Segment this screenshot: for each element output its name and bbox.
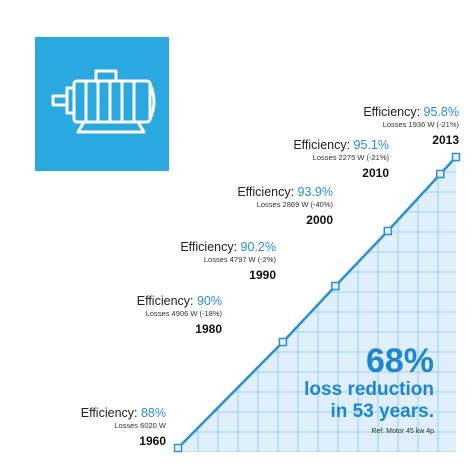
efficiency-label: Efficiency: (180, 240, 240, 254)
efficiency-label: Efficiency: (137, 294, 197, 308)
marker-1960 (173, 443, 183, 453)
losses-text: Losses 4797 W (-2%) (204, 255, 277, 264)
efficiency-label: Efficiency: (293, 138, 353, 152)
efficiency-text: Efficiency: 90% (137, 294, 222, 308)
efficiency-text: Efficiency: 95.1% (293, 138, 389, 152)
point-label-2000: Efficiency: 93.9%Losses 2869 W (-40%) 200… (237, 185, 333, 227)
efficiency-text: Efficiency: 93.9% (237, 185, 333, 199)
efficiency-label: Efficiency: (363, 105, 423, 119)
year-label: 2000 (306, 213, 333, 227)
highlight-line1: loss reduction (304, 379, 434, 400)
losses-text: Losses 2869 W (-40%) (257, 200, 334, 209)
losses-text: Losses 2275 W (-21%) (313, 153, 390, 162)
marker-1980 (278, 337, 288, 347)
efficiency-label: Efficiency: (237, 185, 297, 199)
marker-2013 (451, 152, 461, 162)
efficiency-text: Efficiency: 95.8% (363, 105, 459, 119)
electric-motor-icon (35, 37, 169, 171)
efficiency-value: 93.9% (298, 185, 333, 199)
losses-text: Losses 6020 W (114, 421, 167, 430)
losses-text: Losses 4906 W (-18%) (146, 309, 223, 318)
efficiency-value: 88% (141, 406, 166, 420)
point-label-1990: Efficiency: 90.2%Losses 4797 W (-2%) 1990 (180, 240, 276, 282)
point-label-1960: Efficiency: 88%Losses 6020 W 1960 (81, 406, 167, 448)
efficiency-text: Efficiency: 90.2% (180, 240, 276, 254)
marker-2000 (383, 226, 393, 236)
year-label: 1980 (195, 322, 222, 336)
year-label: 2013 (432, 133, 459, 147)
efficiency-value: 90.2% (241, 240, 276, 254)
year-label: 1990 (249, 268, 276, 282)
year-label: 2010 (362, 166, 389, 180)
losses-text: Losses 1936 W (-21%) (383, 120, 460, 129)
efficiency-text: Efficiency: 88% (81, 406, 166, 420)
efficiency-label: Efficiency: (81, 406, 141, 420)
point-label-1980: Efficiency: 90%Losses 4906 W (-18%) 1980 (137, 294, 223, 336)
point-labels: Efficiency: 88%Losses 6020 W1960Efficien… (81, 105, 460, 448)
point-label-2010: Efficiency: 95.1%Losses 2275 W (-21%) 201… (293, 138, 389, 180)
marker-1990 (331, 281, 340, 291)
marker-2010 (436, 169, 445, 179)
highlight-percent: 68% (366, 342, 434, 380)
efficiency-value: 95.8% (424, 105, 459, 119)
marker-group (173, 152, 461, 453)
year-label: 1960 (139, 434, 166, 448)
reference-note: Ref: Motor 45 kw 4p (371, 428, 434, 435)
highlight-line2: in 53 years. (330, 401, 434, 422)
point-label-2013: Efficiency: 95.8%Losses 1936 W (-21%) 201… (363, 105, 459, 147)
efficiency-value: 90% (197, 294, 222, 308)
efficiency-value: 95.1% (354, 138, 389, 152)
